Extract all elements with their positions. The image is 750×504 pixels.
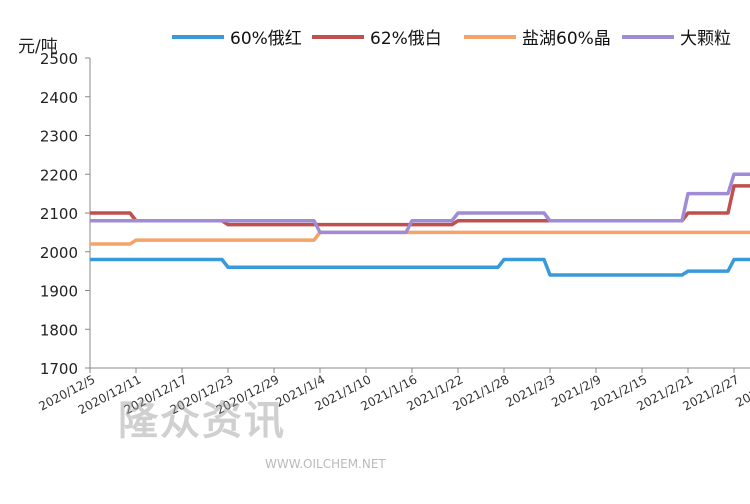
- watermark-url: WWW.OILCHEM.NET: [265, 457, 386, 471]
- y-tick-label: 2300: [40, 128, 78, 146]
- y-tick-label: 2200: [40, 166, 78, 184]
- series-line: [90, 257, 750, 277]
- series-line: [90, 230, 750, 246]
- series-line: [90, 172, 750, 235]
- y-tick-label: 1900: [40, 283, 78, 301]
- legend-label: 62%俄白: [370, 29, 442, 49]
- legend-label: 大颗粒: [680, 29, 731, 49]
- y-axis-unit-label: 元/吨: [18, 37, 58, 57]
- series-line: [90, 184, 750, 227]
- x-tick-label: 2021/2/3: [503, 372, 557, 410]
- y-tick-label: 1800: [40, 321, 78, 339]
- watermark-text: 隆众资讯: [118, 398, 286, 444]
- legend-label: 盐湖60%晶: [522, 29, 611, 49]
- y-tick-label: 2500: [40, 50, 78, 68]
- y-tick-label: 2000: [40, 244, 78, 262]
- y-tick-label: 2400: [40, 89, 78, 107]
- y-tick-label: 1700: [40, 360, 78, 378]
- y-tick-label: 2100: [40, 205, 78, 223]
- legend-label: 60%俄红: [230, 29, 302, 49]
